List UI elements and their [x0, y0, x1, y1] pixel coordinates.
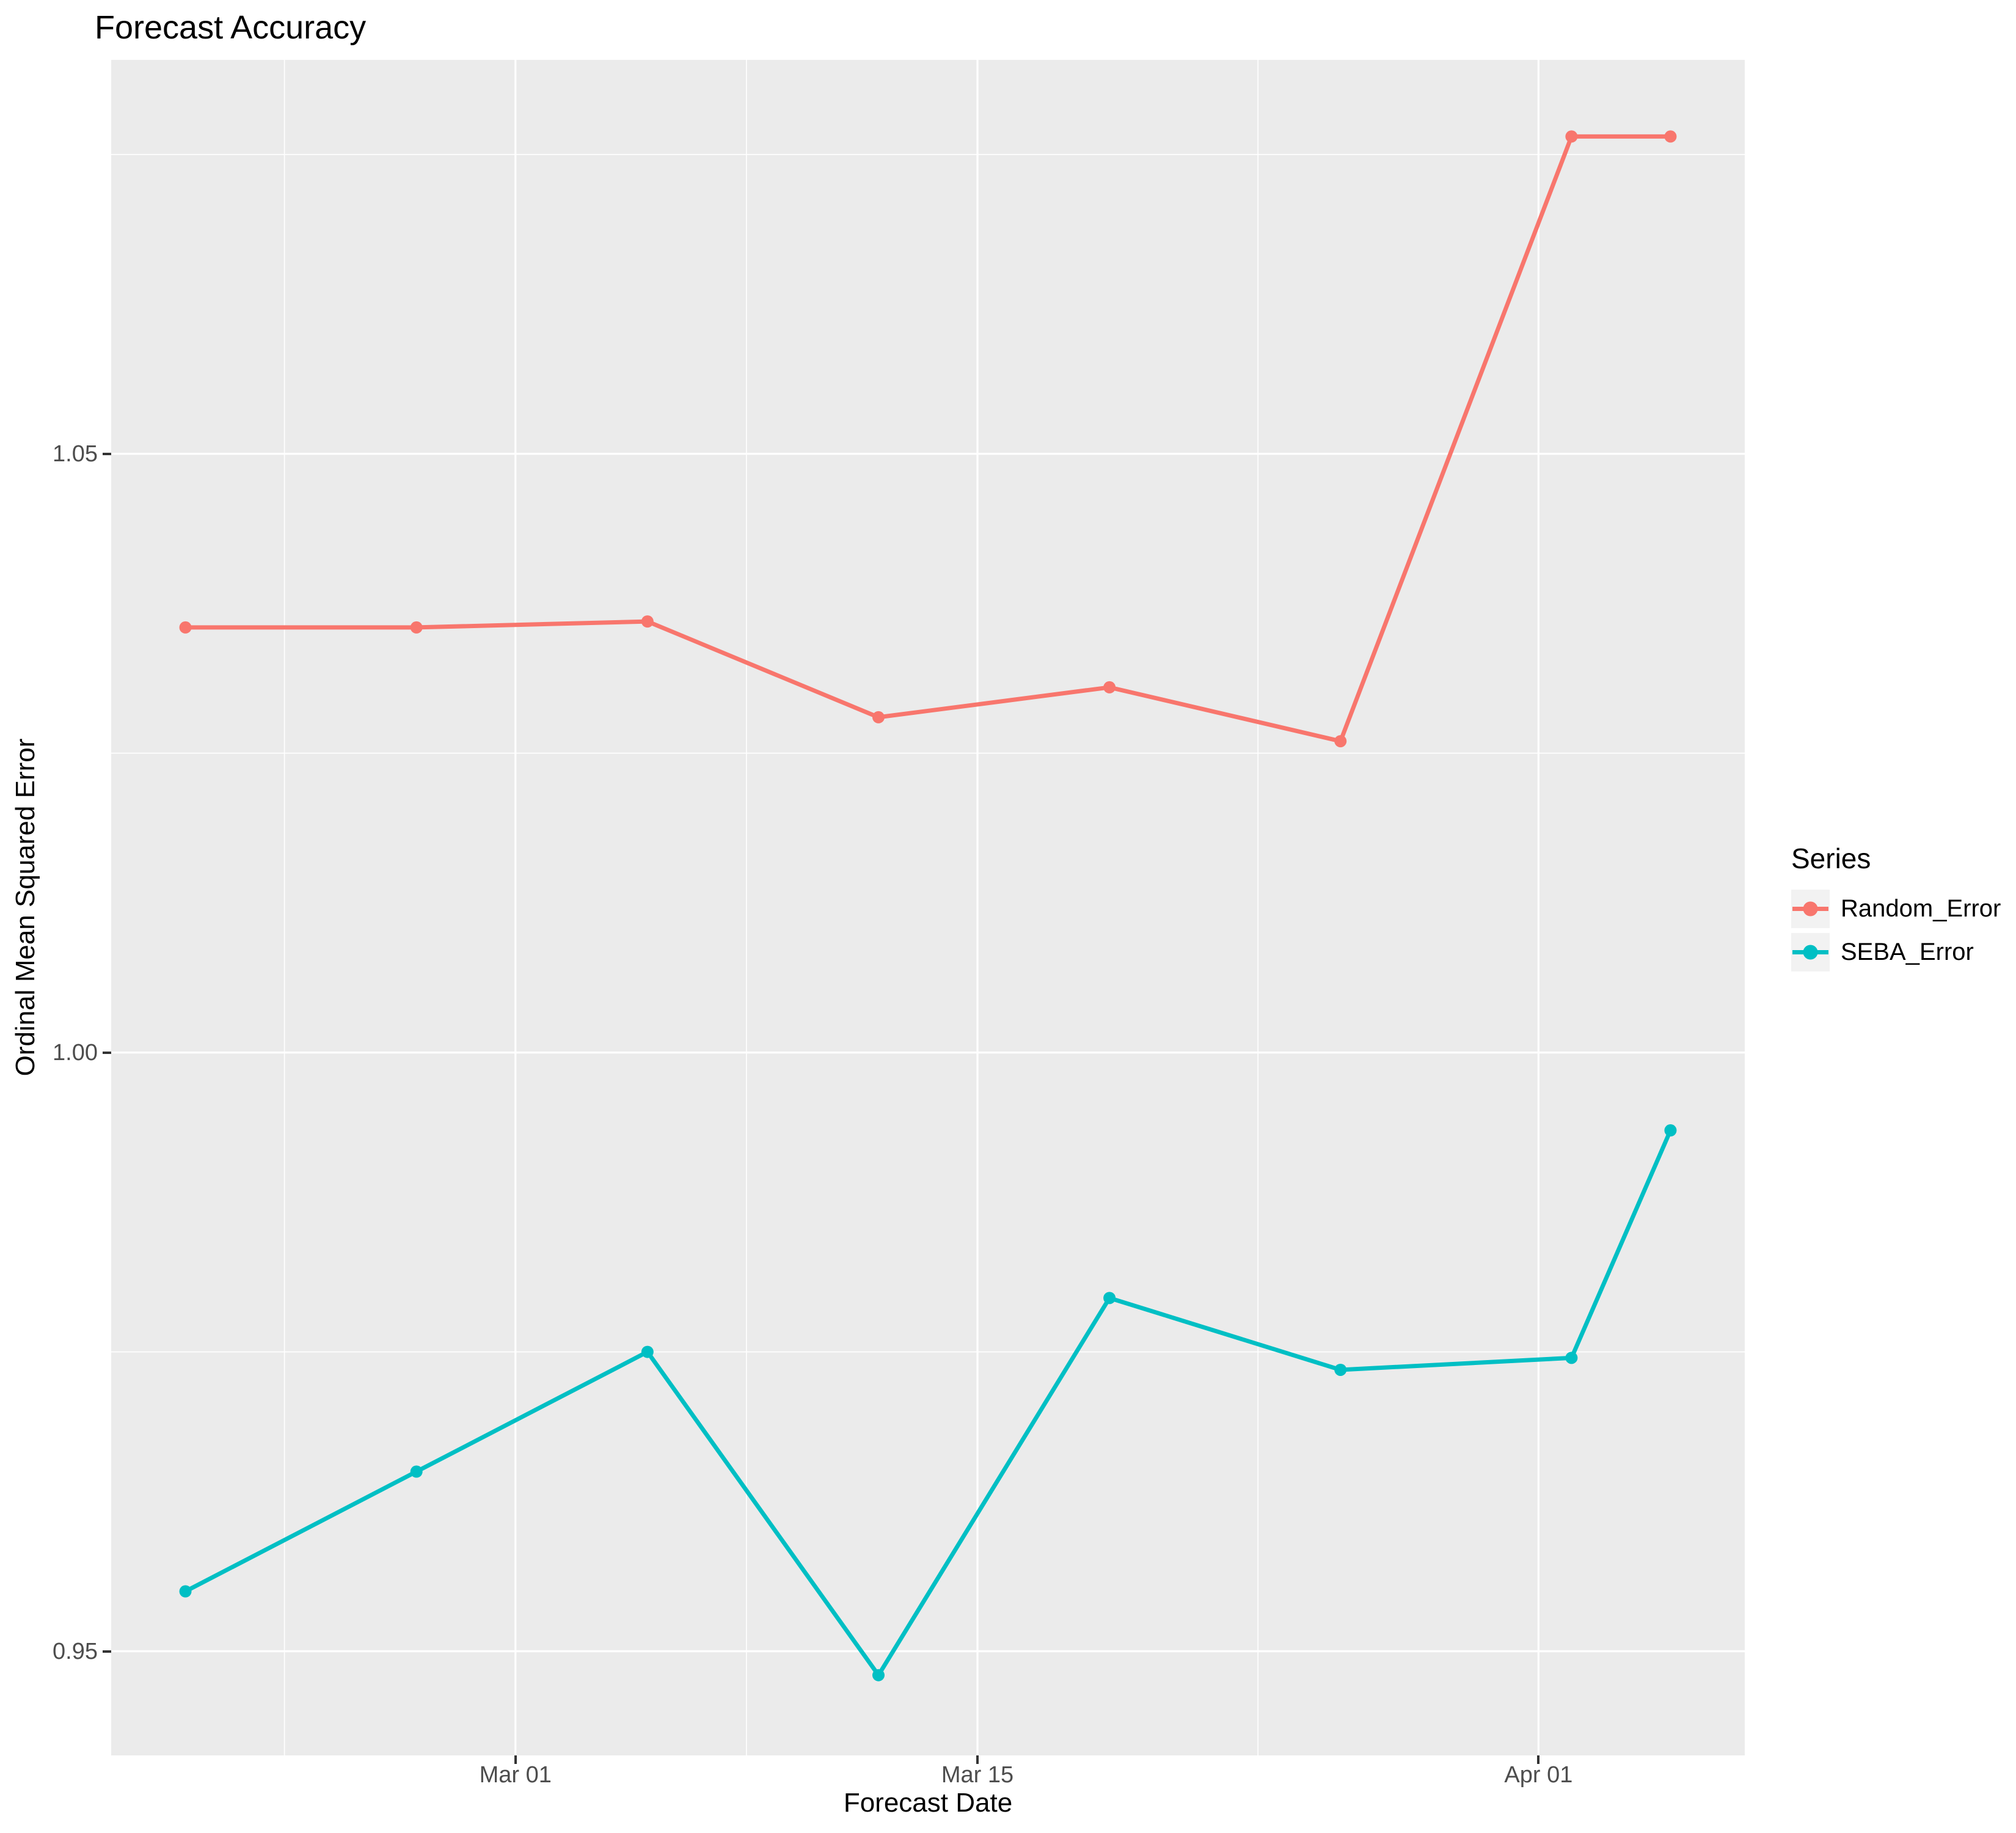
data-point-SEBA_Error-Mar 19: [1103, 1292, 1116, 1304]
data-point-Random_Error-Mar 19: [1103, 681, 1116, 693]
legend-item-SEBA_Error: SEBA_Error: [1791, 933, 2001, 971]
x-tick-mark: [514, 1755, 517, 1764]
y-axis-title: Ordinal Mean Squared Error: [10, 738, 40, 1077]
legend-label: Random_Error: [1841, 895, 2001, 922]
y-tick-label: 0.95: [53, 1638, 98, 1664]
data-point-Random_Error-Feb 19: [179, 621, 192, 634]
x-tick-label: Mar 15: [941, 1762, 1014, 1788]
data-point-SEBA_Error-Apr 02: [1565, 1352, 1578, 1364]
legend-item-Random_Error: Random_Error: [1791, 890, 2001, 928]
plot-canvas: [111, 60, 1745, 1755]
data-point-Random_Error-Apr 05: [1664, 130, 1677, 143]
data-point-Random_Error-Mar 05: [641, 615, 654, 628]
legend-key-glyph: [1792, 945, 1828, 960]
data-point-Random_Error-Feb 26: [410, 621, 423, 634]
data-point-Random_Error-Apr 02: [1565, 130, 1578, 143]
legend: Series Random_Error SEBA_Error: [1791, 842, 2001, 976]
data-point-Random_Error-Mar 12: [872, 711, 885, 723]
legend-label: SEBA_Error: [1841, 938, 1974, 965]
y-tick-mark: [103, 452, 111, 455]
series-line-SEBA_Error: [184, 1129, 1673, 1680]
legend-items: Random_Error SEBA_Error: [1791, 890, 2001, 971]
y-tick-label: 1.00: [53, 1039, 98, 1066]
y-tick-label: 1.05: [53, 441, 98, 467]
legend-title: Series: [1791, 843, 1871, 874]
y-tick-mark: [103, 1650, 111, 1653]
legend-point-sample: [1803, 901, 1818, 916]
y-tick-mark: [103, 1051, 111, 1054]
data-point-SEBA_Error-Apr 05: [1664, 1124, 1677, 1137]
data-point-SEBA_Error-Mar 12: [872, 1669, 885, 1681]
x-tick-label: Apr 01: [1504, 1762, 1573, 1788]
data-point-SEBA_Error-Mar 26: [1334, 1363, 1347, 1376]
series-line-Random_Error: [185, 134, 1671, 744]
legend-key-icon: [1791, 890, 1830, 928]
data-point-SEBA_Error-Feb 26: [410, 1465, 423, 1478]
data-point-Random_Error-Mar 26: [1334, 735, 1347, 748]
legend-key-icon: [1791, 933, 1830, 971]
chart-title: Forecast Accuracy: [95, 9, 367, 46]
legend-point-sample: [1803, 945, 1818, 960]
data-point-SEBA_Error-Mar 05: [641, 1345, 654, 1358]
data-point-SEBA_Error-Feb 19: [179, 1585, 192, 1598]
x-tick-mark: [1537, 1755, 1540, 1764]
x-axis-title: Forecast Date: [843, 1788, 1013, 1818]
legend-key-glyph: [1792, 901, 1828, 916]
plot-panel: [111, 60, 1745, 1755]
x-tick-label: Mar 01: [479, 1762, 552, 1788]
x-tick-mark: [976, 1755, 979, 1764]
